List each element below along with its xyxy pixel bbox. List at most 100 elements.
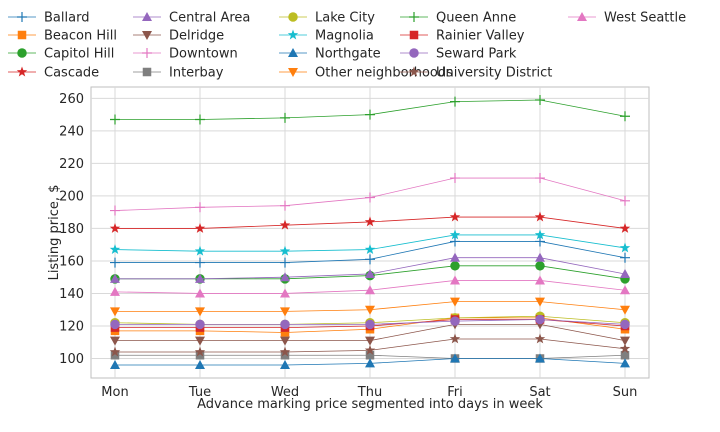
legend-item: Beacon Hill [8,29,117,44]
data-point [195,257,205,268]
legend-label: Interbay [169,66,224,81]
legend-marker [409,30,419,40]
y-axis-label: Listing price, $ [47,185,62,281]
x-tick-label: Thu [357,385,382,400]
data-point [365,336,375,346]
x-tick-label: Sat [529,385,550,400]
data-point [535,275,545,285]
data-point [280,200,290,211]
data-point [280,319,290,330]
x-tick-label: Mon [101,385,128,400]
data-point [280,350,290,360]
x-tick-label: Wed [271,385,299,400]
data-point [535,252,545,262]
data-point [365,358,375,368]
data-point [620,319,630,330]
legend-marker [17,30,27,40]
legend-item: Capitol Hill [8,47,114,62]
legend-item: Other neighborhoods [279,66,453,81]
data-point [450,96,460,107]
data-point [110,319,120,330]
legend-label: Ballard [44,11,89,26]
legend-marker [409,48,419,58]
data-point [365,305,375,315]
y-tick-label: 160 [59,254,84,269]
data-point [280,359,290,369]
data-point [534,229,546,240]
data-point [450,173,460,184]
data-point [450,353,460,363]
legend-item: Queen Anne [400,11,516,26]
data-point [364,216,376,227]
legend-label: Cascade [44,66,99,81]
data-point [620,252,630,263]
data-point [535,95,545,106]
legend-marker [287,29,299,40]
legend-label: Northgate [315,47,381,62]
y-tick-label: 200 [59,189,84,204]
x-tick-label: Sun [613,385,638,400]
legend-item: Interbay [133,66,224,81]
data-point [535,314,545,325]
y-tick-label: 220 [59,157,84,172]
data-point [279,346,291,357]
x-tick-label: Fri [447,385,463,400]
data-point [365,268,375,278]
data-point [365,254,375,265]
data-point [535,353,545,363]
y-tick-label: 140 [59,287,84,302]
data-point [109,244,121,255]
data-point [280,307,290,317]
legend-item: University District [400,66,552,81]
data-point [194,245,206,256]
data-point [109,346,121,357]
data-point [450,236,460,247]
data-point [110,350,120,360]
y-tick-label: 180 [59,222,84,237]
data-point [280,328,290,337]
data-point [110,205,120,216]
data-point [365,350,375,360]
y-tick-label: 240 [59,124,84,139]
data-point [364,344,376,355]
data-point [620,336,630,346]
data-point [620,350,630,360]
data-point [110,257,120,268]
data-point [279,219,291,230]
legend: Ballard Beacon Hill Capitol Hill Cascade Cen… [8,11,686,81]
data-point [535,261,545,271]
legend-label: Central Area [169,11,250,26]
data-point [280,272,290,282]
legend-marker [17,48,27,58]
legend-item: Cascade [8,66,99,81]
x-axis-label: Advance marking price segmented into day… [197,397,543,412]
y-tick-label: 100 [59,352,84,367]
data-point [620,358,630,368]
legend-item: Lake City [279,11,375,26]
series-magnolia [109,229,631,256]
data-point [195,307,205,317]
legend-marker [577,12,587,21]
data-point [620,305,630,315]
legend-item: West Seattle [568,11,686,26]
legend-label: Lake City [315,11,375,26]
legend-item: Magnolia [279,29,374,44]
legend-label: Beacon Hill [44,29,117,44]
legend-marker [17,12,27,22]
series-central-area [110,252,630,283]
legend-item: Delridge [133,29,224,44]
data-point [110,336,120,346]
data-point [110,114,120,125]
series-lines [109,95,631,369]
legend-marker [288,68,298,77]
legend-item: Ballard [8,11,89,26]
legend-marker [142,12,152,21]
data-point [620,195,630,206]
legend-label: Downtown [169,47,238,62]
data-point [450,252,460,262]
data-point [619,343,631,354]
x-tick-label: Tue [188,385,211,400]
data-point [365,285,375,295]
data-point [365,192,375,203]
